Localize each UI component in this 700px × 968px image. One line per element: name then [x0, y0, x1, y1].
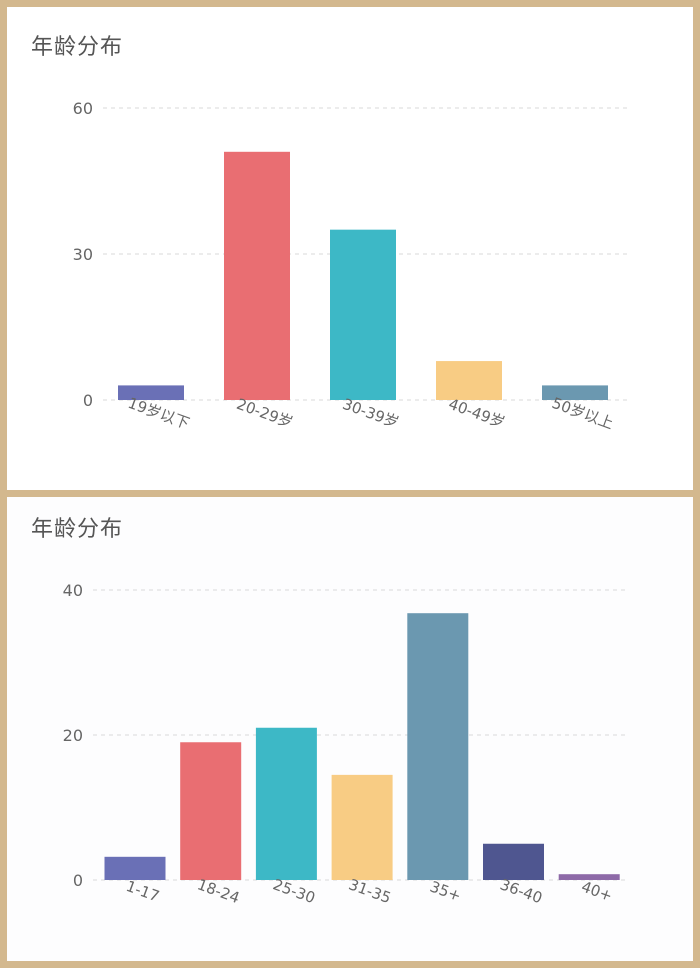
bar: [118, 385, 184, 400]
x-tick-label: 36-40: [498, 875, 545, 907]
bar: [180, 742, 242, 880]
bar: [255, 727, 317, 880]
x-tick-label: 35+: [428, 877, 464, 905]
y-tick-label: 40: [63, 581, 83, 600]
y-tick-label: 0: [83, 391, 93, 410]
x-tick-label: 40+: [579, 877, 615, 905]
chart-title: 年龄分布: [31, 35, 124, 60]
x-tick-label: 18-24: [195, 875, 242, 907]
bar: [407, 613, 469, 880]
y-tick-label: 30: [73, 245, 93, 264]
bar: [104, 856, 166, 880]
bar: [224, 151, 290, 400]
chart-title: 年龄分布: [31, 517, 124, 542]
chart-panel-top: 年龄分布 0 30 60 19岁以下 20-29岁 30-39岁 40-49岁 50岁以上: [7, 7, 693, 490]
y-tick-label: 0: [73, 871, 83, 890]
chart-panel-bottom: 年龄分布 0 20 40 1-17 18-24 25-30 31-35 35+ 36-40 40+: [7, 497, 693, 961]
bar: [436, 361, 502, 400]
bar: [331, 774, 393, 880]
x-tick-label: 31-35: [346, 875, 393, 907]
bar: [330, 229, 396, 400]
bar: [542, 385, 608, 400]
y-tick-label: 60: [73, 99, 93, 118]
bar: [483, 843, 544, 880]
x-tick-label: 1-17: [124, 877, 162, 906]
bar: [558, 874, 620, 880]
y-tick-label: 20: [63, 726, 83, 745]
